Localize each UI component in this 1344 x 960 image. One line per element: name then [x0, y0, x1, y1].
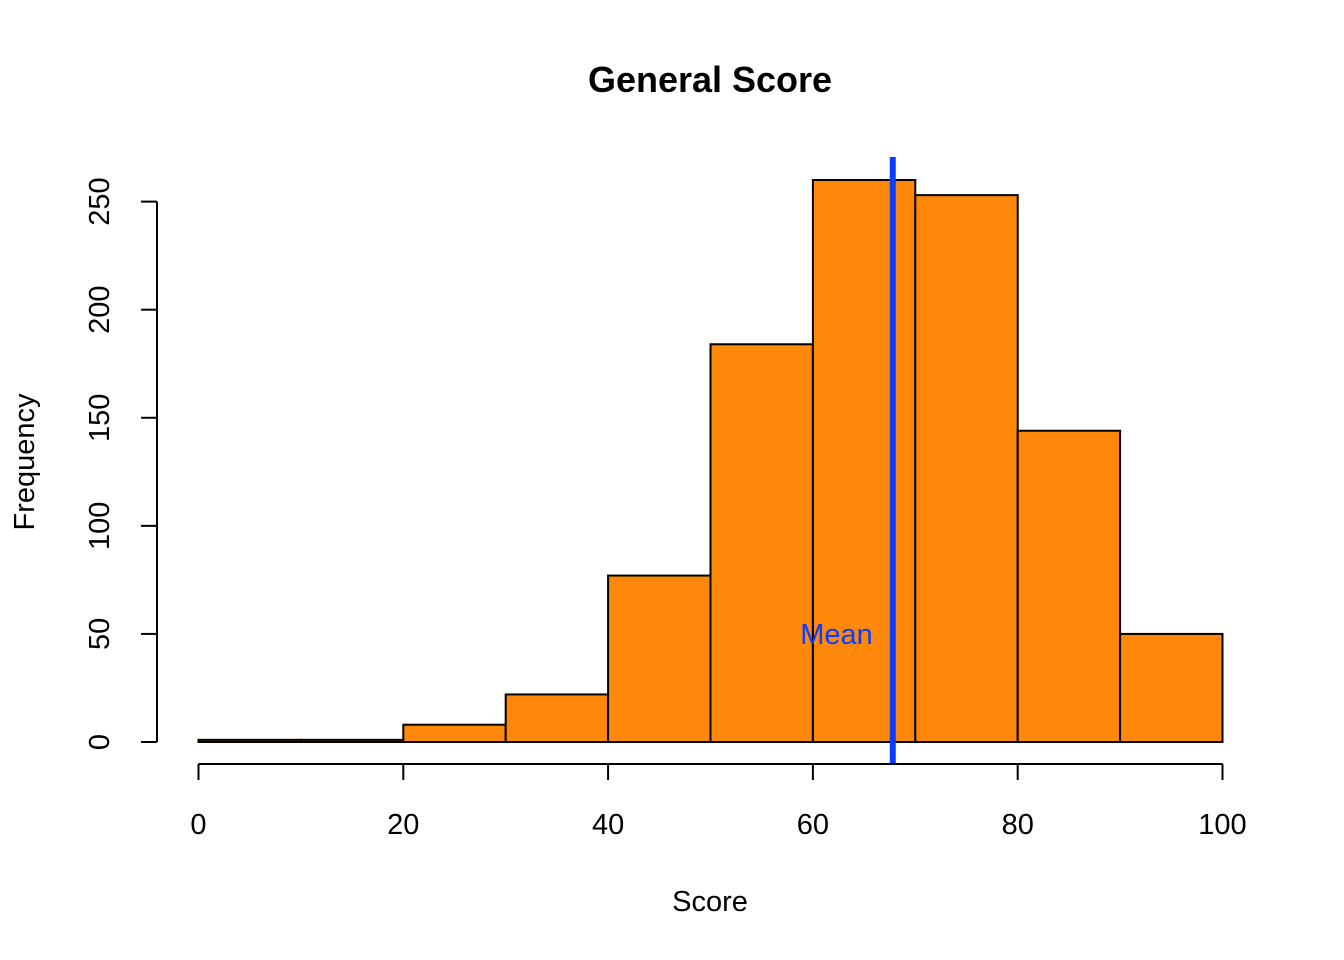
x-axis-label: Score [672, 886, 748, 918]
y-tick-label: 50 [84, 618, 116, 650]
histogram-bar [1016, 429, 1122, 743]
histogram-bar [197, 738, 302, 743]
histogram-bars [197, 179, 1224, 744]
annotation-layer: Mean [800, 157, 896, 764]
y-tick-label: 150 [84, 394, 116, 442]
x-tick-label: 60 [797, 809, 829, 841]
histogram-bar [504, 693, 610, 744]
y-tick-label: 100 [84, 502, 116, 550]
x-tick-label: 0 [190, 809, 206, 841]
chart-title: General Score [588, 59, 832, 100]
x-axis: 0 20 40 60 80 100 [190, 763, 1247, 841]
histogram-bar [1119, 632, 1224, 744]
x-tick-label: 100 [1198, 809, 1246, 841]
x-tick-label: 80 [1002, 809, 1034, 841]
y-tick-label: 200 [84, 285, 116, 333]
histogram-bar [811, 179, 917, 743]
y-tick-label: 0 [84, 734, 116, 750]
histogram-bar [299, 738, 405, 743]
x-tick-label: 40 [592, 809, 624, 841]
y-tick-label: 250 [84, 177, 116, 225]
histogram-bar [402, 723, 507, 744]
histogram-bar [607, 574, 712, 743]
histogram-bar [709, 343, 814, 743]
y-axis: 0 50 100 150 200 250 [84, 177, 158, 750]
x-tick-label: 20 [387, 809, 419, 841]
mean-label: Mean [800, 619, 873, 651]
y-axis-label: Frequency [9, 393, 41, 531]
histogram-bar [914, 194, 1019, 743]
